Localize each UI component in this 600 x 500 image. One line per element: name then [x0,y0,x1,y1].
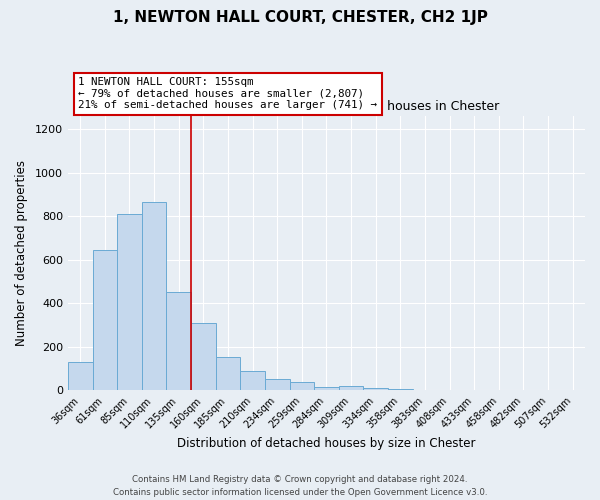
Title: Size of property relative to detached houses in Chester: Size of property relative to detached ho… [154,100,500,114]
X-axis label: Distribution of detached houses by size in Chester: Distribution of detached houses by size … [177,437,476,450]
Text: 1, NEWTON HALL COURT, CHESTER, CH2 1JP: 1, NEWTON HALL COURT, CHESTER, CH2 1JP [113,10,487,25]
Text: Contains HM Land Registry data © Crown copyright and database right 2024.
Contai: Contains HM Land Registry data © Crown c… [113,475,487,497]
Bar [388,389,413,390]
Y-axis label: Number of detached properties: Number of detached properties [15,160,28,346]
Text: 1 NEWTON HALL COURT: 155sqm
← 79% of detached houses are smaller (2,807)
21% of : 1 NEWTON HALL COURT: 155sqm ← 79% of det… [78,77,377,110]
Bar [215,356,240,390]
Bar [191,323,215,390]
Bar [68,362,92,390]
Bar [265,380,290,390]
Bar [364,388,388,390]
Bar [314,387,339,390]
Bar [290,382,314,390]
Bar [92,250,117,390]
Bar [339,386,364,390]
Bar [142,202,166,390]
Bar [240,370,265,390]
Bar [166,292,191,390]
Bar [117,214,142,390]
